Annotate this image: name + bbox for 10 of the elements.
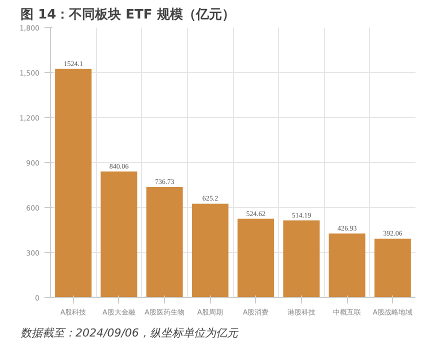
bar (238, 218, 274, 298)
chart-title: 图 14：不同板块 ETF 规模（亿元） (20, 8, 235, 22)
bar (328, 233, 366, 298)
bar (283, 220, 320, 298)
bar (374, 238, 411, 298)
bar (146, 186, 183, 298)
bar (192, 204, 228, 298)
bar (100, 171, 138, 298)
bar (55, 68, 92, 298)
text: 数据截至：2024/09/06，纵坐标单位为亿元 (20, 326, 239, 340)
